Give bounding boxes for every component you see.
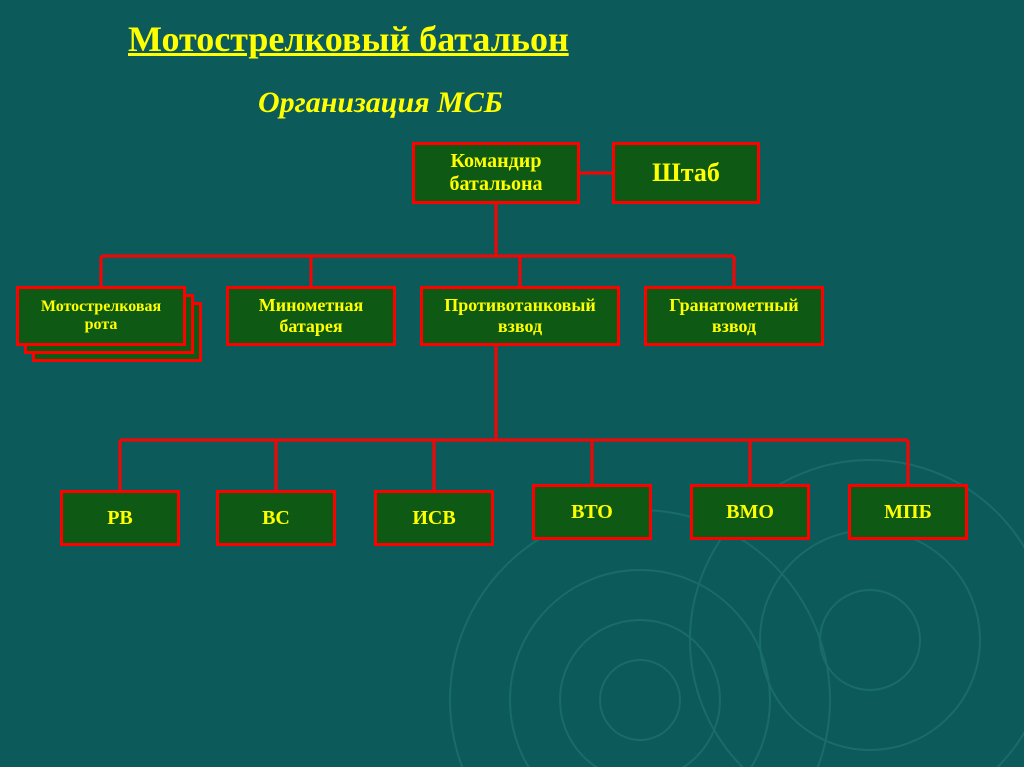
node-commander: Командир батальона (412, 142, 580, 204)
node-vs: ВС (216, 490, 336, 546)
node-staff: Штаб (612, 142, 760, 204)
node-grenade-platoon: Гранатометный взвод (644, 286, 824, 346)
node-antitank-platoon: Противотанковый взвод (420, 286, 620, 346)
background-ripples (0, 0, 1024, 767)
node-vmo: ВМО (690, 484, 810, 540)
page-subtitle: Организация МСБ (258, 86, 503, 120)
node-vto: ВТО (532, 484, 652, 540)
node-mpb: МПБ (848, 484, 968, 540)
node-isv: ИСВ (374, 490, 494, 546)
org-chart-stage: Мотострелковый батальон Организация МСБ … (0, 0, 1024, 767)
connector-lines (0, 0, 1024, 767)
page-title: Мотострелковый батальон (128, 18, 569, 60)
node-rifle-company: Мотострелковая рота (16, 286, 186, 346)
node-rv: РВ (60, 490, 180, 546)
node-mortar-battery: Минометная батарея (226, 286, 396, 346)
